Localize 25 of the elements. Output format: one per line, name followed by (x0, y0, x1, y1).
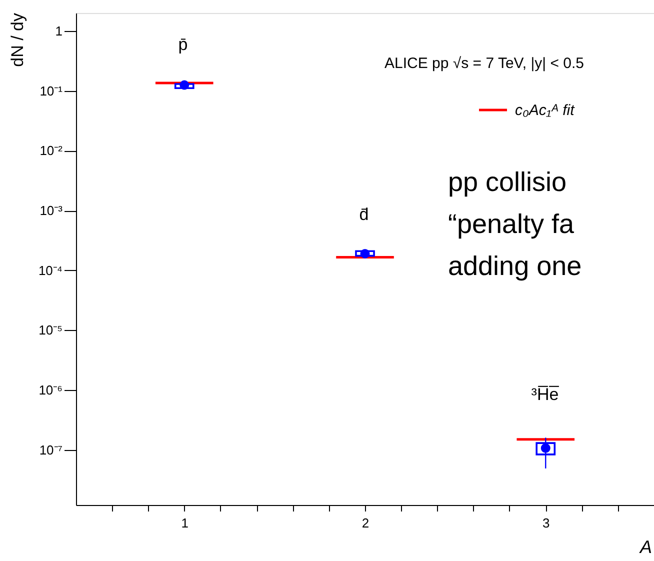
y-tick-label: 10⁻⁷ (39, 442, 63, 458)
x-tick-label: 2 (362, 516, 370, 530)
bar (174, 83, 194, 90)
y-tick-label: 10⁻⁵ (38, 322, 62, 338)
x-tick-label: 3 (542, 516, 550, 530)
x-tick-label: 1 (181, 516, 188, 530)
y-tick-label: 10⁻² (40, 143, 64, 158)
annotation: adding one (448, 251, 582, 281)
point (180, 80, 190, 90)
point (360, 248, 370, 258)
annotation: ³H̅e̅ (531, 385, 560, 404)
annotation: d̄ (359, 205, 369, 224)
x-axis-title: A (638, 537, 652, 557)
legend-label: c₀Ac₁ᴬ fit (515, 102, 576, 119)
y-tick-label: 1 (55, 24, 62, 39)
text: ALICE pp √s = 7 TeV, |y| < 0.5 (384, 55, 584, 72)
annotation: pp collisio (448, 167, 567, 197)
y-axis-title: dN / dy (8, 12, 27, 67)
bar (355, 250, 375, 257)
annotation: “penalty fa (448, 209, 576, 239)
annotation: p̄ (178, 35, 188, 54)
y-tick-label: 10⁻¹ (40, 83, 64, 98)
y-tick-label: 10⁻³ (40, 203, 64, 218)
y-tick-label: 10⁻⁶ (38, 382, 62, 398)
y-tick-label: 10⁻⁴ (38, 262, 62, 278)
